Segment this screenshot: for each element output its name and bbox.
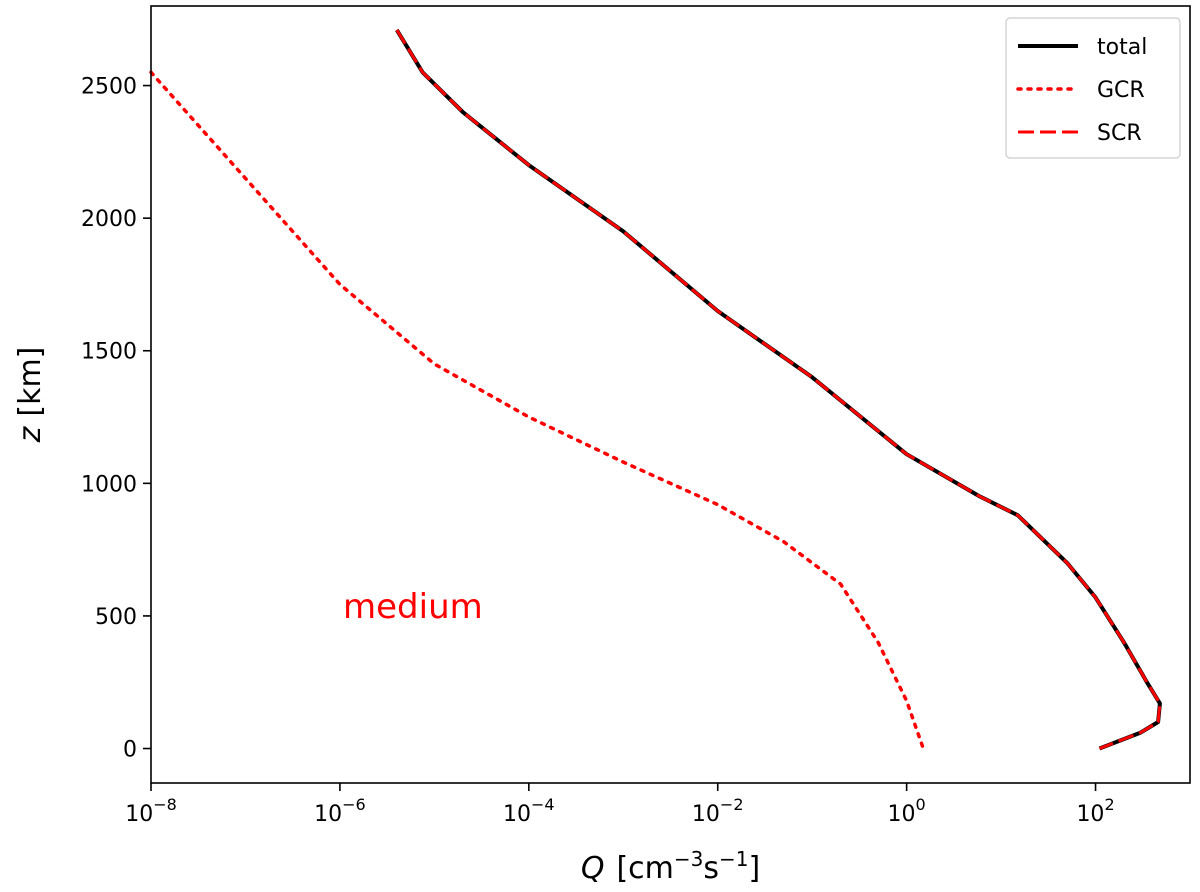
x-tick-label: 10−4 bbox=[503, 795, 555, 827]
x-axis-unit-exp1: −3 bbox=[674, 847, 703, 871]
x-axis-label: Q [cm−3s−1] bbox=[581, 847, 760, 886]
y-tick-label: 2500 bbox=[81, 75, 137, 100]
series-line-scr bbox=[395, 29, 1162, 750]
y-tick-label: 500 bbox=[95, 605, 137, 630]
plot-frame bbox=[150, 5, 1191, 784]
series-line-gcr bbox=[149, 70, 926, 751]
legend-label-total: total bbox=[1097, 35, 1147, 60]
y-axis-symbol: z bbox=[13, 425, 48, 443]
x-tick-label: 102 bbox=[1076, 795, 1114, 827]
legend: total GCR SCR bbox=[1005, 17, 1181, 159]
x-axis-unit-close: ] bbox=[748, 851, 760, 886]
x-tick-label: 100 bbox=[888, 795, 926, 827]
y-tick-label: 1500 bbox=[81, 340, 137, 365]
x-tick-label: 10−6 bbox=[314, 795, 366, 827]
y-tick-label: 1000 bbox=[81, 472, 137, 497]
x-tick-label: 10−8 bbox=[125, 795, 177, 827]
legend-label-gcr: GCR bbox=[1097, 78, 1145, 103]
x-axis-symbol: Q bbox=[581, 851, 605, 886]
legend-label-scr: SCR bbox=[1097, 121, 1142, 146]
x-axis-unit-mid: s bbox=[703, 851, 719, 886]
x-axis-unit-open: [cm bbox=[616, 851, 673, 886]
y-axis-unit: [km] bbox=[13, 347, 48, 417]
x-axis-unit-exp2: −1 bbox=[719, 847, 748, 871]
x-axis-ticks: 10−8 10−6 10−4 10−2 100 102 bbox=[125, 783, 1115, 827]
x-tick-label: 10−2 bbox=[692, 795, 744, 827]
annotation-medium: medium bbox=[343, 587, 483, 627]
y-axis-ticks: 0 500 1000 1500 2000 2500 bbox=[81, 75, 151, 763]
y-tick-label: 2000 bbox=[81, 207, 137, 232]
y-axis-label: z [km] bbox=[13, 347, 48, 444]
y-tick-label: 0 bbox=[123, 738, 137, 763]
series-lines bbox=[149, 28, 1162, 751]
legend-box bbox=[1005, 17, 1181, 159]
